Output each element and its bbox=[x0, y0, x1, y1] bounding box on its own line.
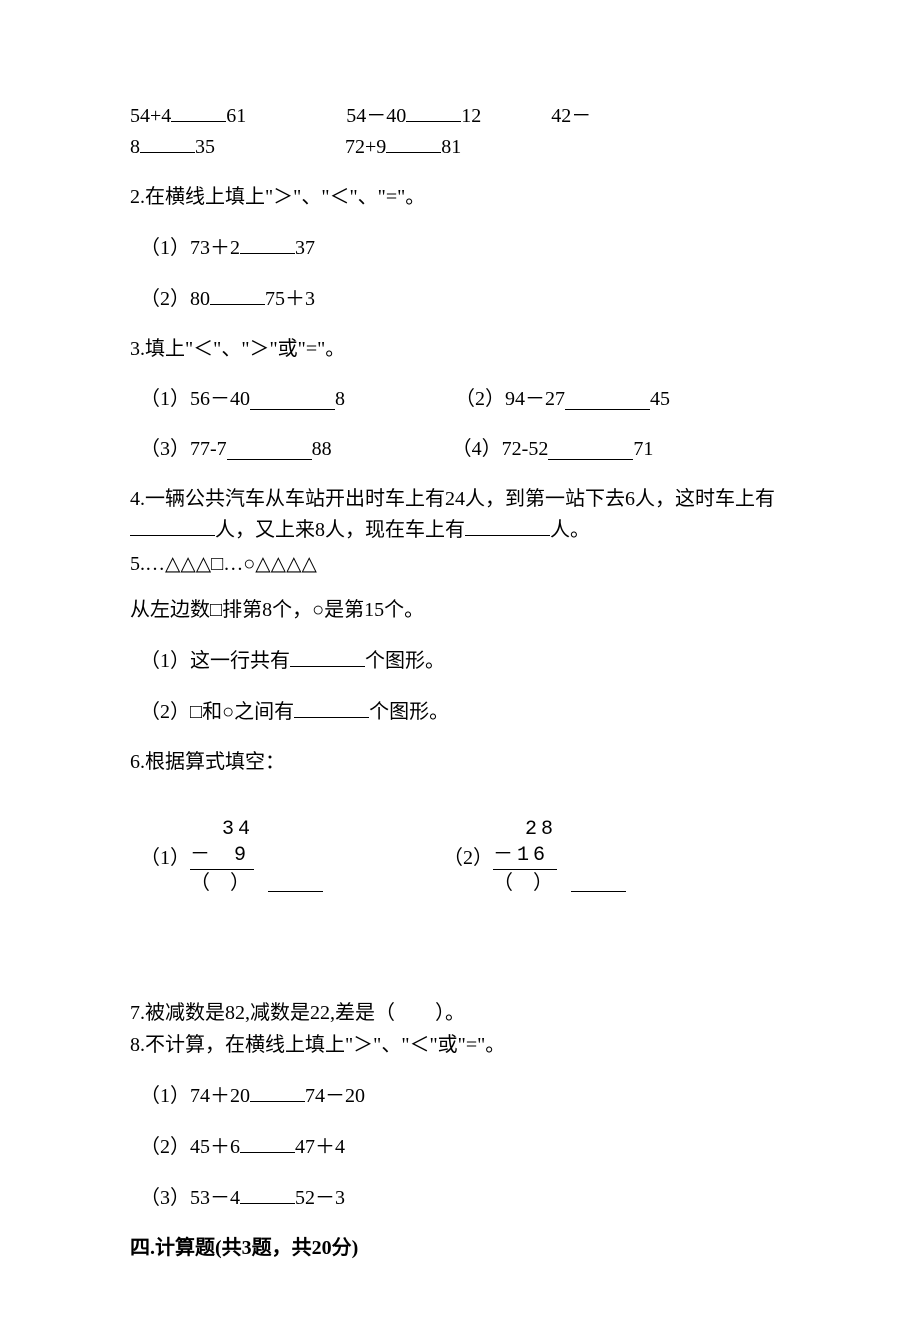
q1c-blank[interactable] bbox=[140, 131, 195, 153]
q2-part1: （1）73＋2 37 bbox=[130, 232, 790, 263]
q1a-rhs: 61 bbox=[226, 105, 246, 127]
q3p2-lhs: （2）94－27 bbox=[455, 384, 565, 414]
q3p3-blank[interactable] bbox=[227, 438, 312, 460]
q1a-blank[interactable] bbox=[171, 100, 226, 122]
q8p1-blank[interactable] bbox=[250, 1080, 305, 1102]
q6b-sub: 16 bbox=[517, 844, 549, 867]
q1b-blank[interactable] bbox=[406, 100, 461, 122]
q2p1-lhs: （1）73＋2 bbox=[140, 237, 240, 259]
q2-part2: （2）80 75＋3 bbox=[130, 283, 790, 314]
q2p2-rhs: 75＋3 bbox=[265, 288, 315, 310]
q1c-lhs: 42－ bbox=[551, 105, 591, 127]
q1a-lhs: 54+4 bbox=[130, 105, 171, 127]
q5-part2: （2）□和○之间有 个图形。 bbox=[130, 696, 790, 727]
q6b-minus: － bbox=[493, 844, 517, 867]
q1d-blank[interactable] bbox=[386, 131, 441, 153]
q8p1-lhs: （1）74＋20 bbox=[140, 1085, 250, 1107]
q4-seg3: 人。 bbox=[550, 519, 590, 541]
q8-part2: （2）45＋6 47＋4 bbox=[130, 1131, 790, 1162]
q6-stem: 6.根据算式填空： bbox=[130, 747, 790, 777]
section4-title: 四.计算题(共3题，共20分) bbox=[130, 1233, 790, 1263]
q8p2-lhs: （2）45＋6 bbox=[140, 1136, 240, 1158]
q8p1-rhs: 74－20 bbox=[305, 1085, 365, 1107]
q3p4-lhs: （4）72-52 bbox=[452, 434, 549, 464]
q3-row1: （1）56－40 8 （2）94－27 45 bbox=[130, 384, 790, 414]
q6a-sub: 9 bbox=[234, 844, 250, 867]
q6a-subtraction-wrap: 34 － 9 （ ） bbox=[190, 817, 323, 898]
q3p4-blank[interactable] bbox=[548, 438, 633, 460]
q4-blank1[interactable] bbox=[130, 514, 215, 536]
q8-part3: （3）53－4 52－3 bbox=[130, 1182, 790, 1213]
q5p1-pre: （1）这一行共有 bbox=[140, 650, 290, 672]
q5-part1: （1）这一行共有 个图形。 bbox=[130, 645, 790, 676]
q6a-subtraction: 34 － 9 （ ） bbox=[190, 817, 254, 898]
q4-seg1: 4.一辆公共汽车从车站开出时车上有24人，到第一站下去6人，这时车上有 bbox=[130, 488, 775, 510]
q1c-rhs: 35 bbox=[195, 136, 215, 158]
q3p1-blank[interactable] bbox=[250, 388, 335, 410]
q5-line2: 从左边数□排第8个，○是第15个。 bbox=[130, 595, 790, 625]
q3p3-rhs: 88 bbox=[312, 434, 332, 464]
q8-stem: 8.不计算，在横线上填上"＞"、"＜"或"="。 bbox=[130, 1030, 790, 1060]
q3-row2: （3）77-7 88 （4）72-52 71 bbox=[130, 434, 790, 464]
q3p1-rhs: 8 bbox=[335, 384, 345, 414]
q1d-rhs: 81 bbox=[441, 136, 461, 158]
q7-text: 7.被减数是82,减数是22,差是（ ）。 bbox=[130, 998, 790, 1028]
q2p2-blank[interactable] bbox=[210, 283, 265, 305]
q3p3-lhs: （3）77-7 bbox=[140, 434, 227, 464]
q1-block: 54+4 61 54－40 12 42－ 8 35 72+9 81 bbox=[130, 100, 790, 162]
q6b-subtraction: 28 －16 （ ） bbox=[493, 817, 557, 898]
q6b-subtraction-wrap: 28 －16 （ ） bbox=[493, 817, 626, 898]
q5p1-blank[interactable] bbox=[290, 645, 365, 667]
q3p1-lhs: （1）56－40 bbox=[140, 384, 250, 414]
q3p4-rhs: 71 bbox=[633, 434, 653, 464]
q8p2-rhs: 47＋4 bbox=[295, 1136, 345, 1158]
q5p2-pre: （2）□和○之间有 bbox=[140, 701, 294, 723]
q5p1-post: 个图形。 bbox=[365, 650, 445, 672]
q6a-minus: － bbox=[190, 844, 214, 867]
q4-seg2: 人，又上来8人，现在车上有 bbox=[215, 519, 465, 541]
q6a-answer-blank[interactable] bbox=[268, 870, 323, 892]
q6a-top: 34 bbox=[222, 818, 254, 841]
q8p2-blank[interactable] bbox=[240, 1131, 295, 1153]
q1b-rhs: 12 bbox=[461, 105, 481, 127]
q4-blank2[interactable] bbox=[465, 514, 550, 536]
q6b-label: （2） bbox=[443, 843, 493, 873]
q6b-top: 28 bbox=[525, 818, 557, 841]
q6a-result: （ ） bbox=[190, 869, 254, 898]
q5-line1: 5.…△△△□…○△△△△ bbox=[130, 549, 790, 579]
q8p3-rhs: 52－3 bbox=[295, 1187, 345, 1209]
q1c-lhs2: 8 bbox=[130, 136, 140, 158]
q3p2-rhs: 45 bbox=[650, 384, 670, 414]
q2p1-rhs: 37 bbox=[295, 237, 315, 259]
q8p3-lhs: （3）53－4 bbox=[140, 1187, 240, 1209]
q6b-answer-blank[interactable] bbox=[571, 870, 626, 892]
q1b-lhs: 54－40 bbox=[346, 105, 406, 127]
q2p1-blank[interactable] bbox=[240, 232, 295, 254]
q4-block: 4.一辆公共汽车从车站开出时车上有24人，到第一站下去6人，这时车上有 人，又上… bbox=[130, 484, 790, 545]
q5p2-blank[interactable] bbox=[294, 696, 369, 718]
q3-stem: 3.填上"＜"、"＞"或"="。 bbox=[130, 334, 790, 364]
q8-part1: （1）74＋20 74－20 bbox=[130, 1080, 790, 1111]
q3p2-blank[interactable] bbox=[565, 388, 650, 410]
q2-stem: 2.在横线上填上"＞"、"＜"、"="。 bbox=[130, 182, 790, 212]
q1d-lhs: 72+9 bbox=[345, 136, 386, 158]
q6b-result: （ ） bbox=[493, 869, 557, 898]
q6-row: （1） 34 －9 （ ） （2） 28 －16 （ ） bbox=[130, 817, 790, 898]
q2p2-lhs: （2）80 bbox=[140, 288, 210, 310]
q5p2-post: 个图形。 bbox=[369, 701, 449, 723]
q6a-label: （1） bbox=[140, 843, 190, 873]
q8p3-blank[interactable] bbox=[240, 1182, 295, 1204]
